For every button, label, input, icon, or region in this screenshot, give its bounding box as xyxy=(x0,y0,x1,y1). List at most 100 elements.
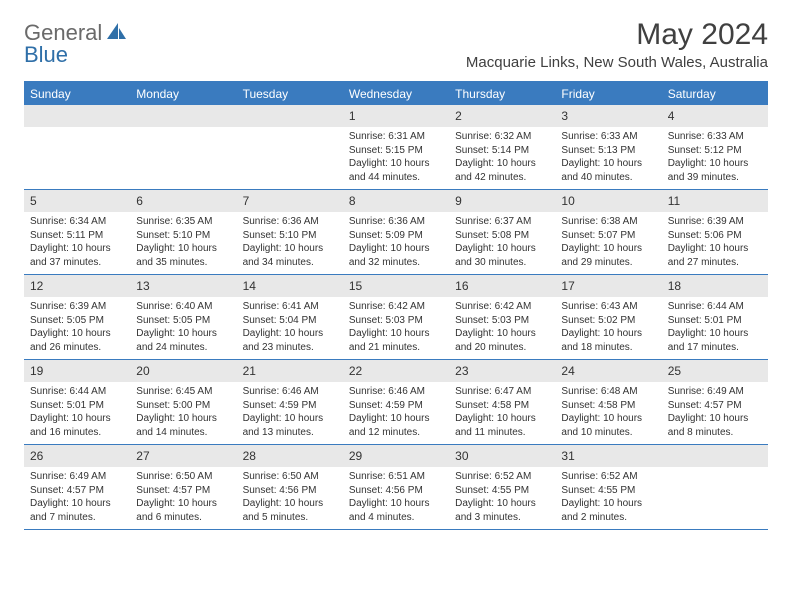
daynum-row: 22 xyxy=(343,360,449,382)
day-number: 1 xyxy=(349,109,356,123)
day-detail: Sunrise: 6:48 AMSunset: 4:58 PMDaylight:… xyxy=(555,382,661,443)
daynum-row: 23 xyxy=(449,360,555,382)
logo-sail-icon xyxy=(106,22,128,45)
day-number: 8 xyxy=(349,194,356,208)
day-number: 6 xyxy=(136,194,143,208)
day-number: 25 xyxy=(668,364,681,378)
daynum-row: 7 xyxy=(237,190,343,212)
daylight-text: Daylight: 10 hours and 42 minutes. xyxy=(455,157,549,184)
sunset-text: Sunset: 5:12 PM xyxy=(668,144,762,158)
sunset-text: Sunset: 4:56 PM xyxy=(349,484,443,498)
day-cell: 25Sunrise: 6:49 AMSunset: 4:57 PMDayligh… xyxy=(662,360,768,444)
day-cell: 24 Sunrise: 6:48 AMSunset: 4:58 PMDayligh… xyxy=(555,360,661,444)
day-number: 5 xyxy=(30,194,37,208)
dow-row: SundayMondayTuesdayWednesdayThursdayFrid… xyxy=(24,83,768,105)
sunrise-text: Sunrise: 6:50 AM xyxy=(136,470,230,484)
day-detail: Sunrise: 6:44 AMSunset: 5:01 PMDaylight:… xyxy=(662,297,768,358)
dow-header: Monday xyxy=(130,83,236,105)
daynum-row: . xyxy=(662,445,768,467)
daylight-text: Daylight: 10 hours and 16 minutes. xyxy=(30,412,124,439)
daynum-row: 19 xyxy=(24,360,130,382)
daynum-row: 5 xyxy=(24,190,130,212)
day-number: 29 xyxy=(349,449,362,463)
day-detail: Sunrise: 6:32 AMSunset: 5:14 PMDaylight:… xyxy=(449,127,555,188)
sunset-text: Sunset: 5:05 PM xyxy=(30,314,124,328)
day-detail: Sunrise: 6:38 AMSunset: 5:07 PMDaylight:… xyxy=(555,212,661,273)
day-cell: 26Sunrise: 6:49 AMSunset: 4:57 PMDayligh… xyxy=(24,445,130,529)
daynum-row: 28 xyxy=(237,445,343,467)
day-cell: . xyxy=(662,445,768,529)
day-detail: Sunrise: 6:43 AMSunset: 5:02 PMDaylight:… xyxy=(555,297,661,358)
daylight-text: Daylight: 10 hours and 3 minutes. xyxy=(455,497,549,524)
sunrise-text: Sunrise: 6:33 AM xyxy=(668,130,762,144)
daylight-text: Daylight: 10 hours and 5 minutes. xyxy=(243,497,337,524)
daylight-text: Daylight: 10 hours and 24 minutes. xyxy=(136,327,230,354)
day-cell: 23Sunrise: 6:47 AMSunset: 4:58 PMDayligh… xyxy=(449,360,555,444)
day-number: 14 xyxy=(243,279,256,293)
daylight-text: Daylight: 10 hours and 44 minutes. xyxy=(349,157,443,184)
sunrise-text: Sunrise: 6:34 AM xyxy=(30,215,124,229)
daynum-row: 2 xyxy=(449,105,555,127)
sunrise-text: Sunrise: 6:50 AM xyxy=(243,470,337,484)
day-cell: 8Sunrise: 6:36 AMSunset: 5:09 PMDaylight… xyxy=(343,190,449,274)
day-cell: 20Sunrise: 6:45 AMSunset: 5:00 PMDayligh… xyxy=(130,360,236,444)
sunset-text: Sunset: 5:03 PM xyxy=(349,314,443,328)
day-cell: 7Sunrise: 6:36 AMSunset: 5:10 PMDaylight… xyxy=(237,190,343,274)
sunrise-text: Sunrise: 6:46 AM xyxy=(243,385,337,399)
daynum-row: 1 xyxy=(343,105,449,127)
day-number: 27 xyxy=(136,449,149,463)
day-cell: 21Sunrise: 6:46 AMSunset: 4:59 PMDayligh… xyxy=(237,360,343,444)
day-cell: 30Sunrise: 6:52 AMSunset: 4:55 PMDayligh… xyxy=(449,445,555,529)
day-detail: Sunrise: 6:34 AMSunset: 5:11 PMDaylight:… xyxy=(24,212,130,273)
day-cell: 12Sunrise: 6:39 AMSunset: 5:05 PMDayligh… xyxy=(24,275,130,359)
day-detail: Sunrise: 6:50 AMSunset: 4:57 PMDaylight:… xyxy=(130,467,236,528)
sunrise-text: Sunrise: 6:40 AM xyxy=(136,300,230,314)
day-cell: 4Sunrise: 6:33 AMSunset: 5:12 PMDaylight… xyxy=(662,105,768,189)
daynum-row: 8 xyxy=(343,190,449,212)
day-detail: Sunrise: 6:51 AMSunset: 4:56 PMDaylight:… xyxy=(343,467,449,528)
day-number: 9 xyxy=(455,194,462,208)
sunset-text: Sunset: 5:01 PM xyxy=(30,399,124,413)
sunrise-text: Sunrise: 6:39 AM xyxy=(668,215,762,229)
sunrise-text: Sunrise: 6:48 AM xyxy=(561,385,655,399)
day-cell: 27 Sunrise: 6:50 AMSunset: 4:57 PMDayligh… xyxy=(130,445,236,529)
daynum-row: 26 xyxy=(24,445,130,467)
daylight-text: Daylight: 10 hours and 11 minutes. xyxy=(455,412,549,439)
daynum-row: . xyxy=(130,105,236,127)
day-number: 19 xyxy=(30,364,43,378)
sunrise-text: Sunrise: 6:32 AM xyxy=(455,130,549,144)
logo-text-blue-wrap: Blue xyxy=(24,42,68,68)
day-number: 2 xyxy=(455,109,462,123)
dow-header: Sunday xyxy=(24,83,130,105)
daylight-text: Daylight: 10 hours and 39 minutes. xyxy=(668,157,762,184)
day-detail: Sunrise: 6:35 AMSunset: 5:10 PMDaylight:… xyxy=(130,212,236,273)
day-cell: . xyxy=(130,105,236,189)
day-detail: Sunrise: 6:46 AMSunset: 4:59 PMDaylight:… xyxy=(237,382,343,443)
day-detail: Sunrise: 6:52 AMSunset: 4:55 PMDaylight:… xyxy=(555,467,661,528)
day-number: 24 xyxy=(561,364,574,378)
day-number: 22 xyxy=(349,364,362,378)
week-row: 12Sunrise: 6:39 AMSunset: 5:05 PMDayligh… xyxy=(24,275,768,360)
day-number: 10 xyxy=(561,194,574,208)
daynum-row: 13 xyxy=(130,275,236,297)
daylight-text: Daylight: 10 hours and 12 minutes. xyxy=(349,412,443,439)
daylight-text: Daylight: 10 hours and 8 minutes. xyxy=(668,412,762,439)
sunrise-text: Sunrise: 6:43 AM xyxy=(561,300,655,314)
daylight-text: Daylight: 10 hours and 40 minutes. xyxy=(561,157,655,184)
sunset-text: Sunset: 4:56 PM xyxy=(243,484,337,498)
day-cell: 18Sunrise: 6:44 AMSunset: 5:01 PMDayligh… xyxy=(662,275,768,359)
daynum-row: 17 xyxy=(555,275,661,297)
daynum-row: 14 xyxy=(237,275,343,297)
daynum-row: 29 xyxy=(343,445,449,467)
sunset-text: Sunset: 5:03 PM xyxy=(455,314,549,328)
sunrise-text: Sunrise: 6:39 AM xyxy=(30,300,124,314)
sunrise-text: Sunrise: 6:42 AM xyxy=(349,300,443,314)
sunrise-text: Sunrise: 6:52 AM xyxy=(561,470,655,484)
day-detail: Sunrise: 6:42 AMSunset: 5:03 PMDaylight:… xyxy=(343,297,449,358)
sunset-text: Sunset: 4:57 PM xyxy=(668,399,762,413)
daylight-text: Daylight: 10 hours and 34 minutes. xyxy=(243,242,337,269)
sunset-text: Sunset: 5:01 PM xyxy=(668,314,762,328)
day-detail: Sunrise: 6:45 AMSunset: 5:00 PMDaylight:… xyxy=(130,382,236,443)
day-number: 16 xyxy=(455,279,468,293)
day-detail: Sunrise: 6:40 AMSunset: 5:05 PMDaylight:… xyxy=(130,297,236,358)
